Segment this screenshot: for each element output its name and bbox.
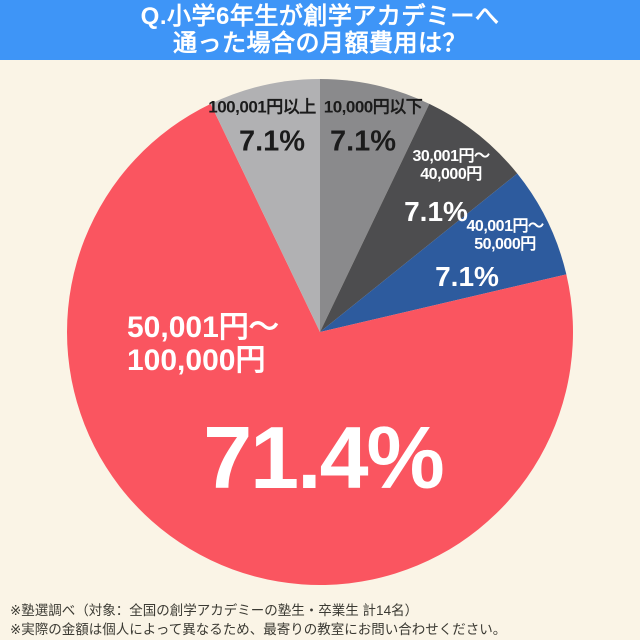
- slice-label-30001-40000: 30,001円〜 40,000円: [412, 148, 490, 183]
- slice-pct-10000-or-less: 7.1%: [329, 125, 397, 158]
- title-banner: Q.小学6年生が創学アカデミーへ 通った場合の月額費用は？: [0, 0, 640, 60]
- pie-slice-1: [320, 103, 518, 332]
- disclaimer-note: ※実際の金額は個人によって異なるため、最寄りの教室にお問い合わせください。: [10, 622, 507, 637]
- page-title: Q.小学6年生が創学アカデミーへ 通った場合の月額費用は？: [140, 3, 500, 57]
- footnotes: ※塾選調べ（対象：全国の創学アカデミーの塾生・卒業生 計14名） ※実際の金額は…: [10, 601, 506, 639]
- slice-pct-30001-40000: 7.1%: [404, 196, 468, 227]
- survey-source-note: ※塾選調べ（対象：全国の創学アカデミーの塾生・卒業生 計14名）: [10, 603, 419, 618]
- pie-slice-4: [210, 79, 320, 332]
- pie-slice-3: [67, 103, 574, 586]
- slice-pct-40001-50000: 7.1%: [435, 261, 499, 292]
- slice-label-10000-or-less: 10,000円以下: [323, 97, 423, 117]
- slice-label-100001-or-more: 100,001円以上: [208, 97, 316, 117]
- pie-slice-0: [320, 79, 430, 332]
- slice-label-50001-100000: 50,001円〜 100,000円: [127, 311, 279, 377]
- slice-pct-100001-or-more: 7.1%: [238, 125, 306, 158]
- slice-pct-50001-100000: 71.4%: [203, 408, 445, 507]
- slice-label-40001-50000: 40,001円〜 50,000円: [466, 218, 544, 253]
- pie-slice-2: [320, 173, 567, 332]
